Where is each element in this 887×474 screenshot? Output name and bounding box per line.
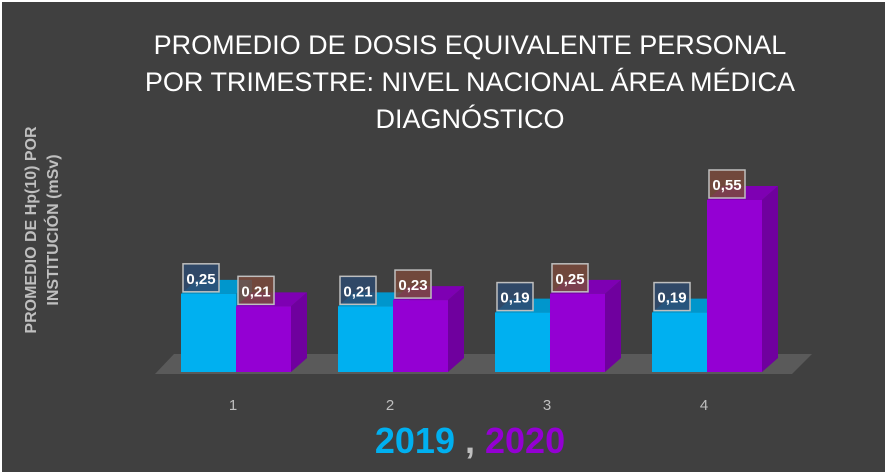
data-label-box — [551, 263, 589, 293]
bar-side-2020 — [291, 292, 307, 372]
x-tick-label: 4 — [700, 397, 708, 414]
data-label-box — [339, 275, 377, 306]
legend-entry: 2020 — [485, 420, 565, 461]
chart-title-line: POR TRIMESTRE: NIVEL NACIONAL ÁREA MÉDIC… — [145, 67, 795, 97]
bar-2020-q2 — [393, 300, 448, 372]
legend-entry: , — [455, 420, 485, 461]
chart-title-line: PROMEDIO DE DOSIS EQUIVALENTE PERSONAL — [154, 30, 787, 60]
data-label-box — [182, 263, 220, 293]
bar-2020-q4 — [707, 200, 762, 372]
bar-2019-q3 — [495, 312, 550, 372]
bar-2019-q2 — [338, 306, 393, 372]
data-label-box — [394, 269, 432, 299]
data-label-box — [653, 281, 691, 312]
data-label-box — [496, 281, 534, 312]
data-label: 0,21 — [241, 283, 270, 300]
x-tick-label: 3 — [543, 397, 551, 414]
x-tick-label: 2 — [386, 397, 394, 414]
data-label: 0,21 — [343, 283, 372, 300]
data-label-box — [237, 275, 275, 306]
bar-2020-q1 — [236, 306, 291, 372]
bar-2019-q4 — [652, 312, 707, 372]
data-label-box — [708, 169, 746, 199]
bar-side-2020 — [762, 186, 778, 372]
legend: 2019 , 2020 — [375, 420, 565, 461]
bar-side-2020 — [605, 279, 621, 372]
data-label: 0,19 — [500, 290, 529, 307]
legend-entry: 2019 — [375, 420, 455, 461]
data-label: 0,55 — [712, 177, 741, 194]
chart-floor — [155, 354, 812, 374]
y-axis-label-line: INSTITUCIÓN (mSv) — [43, 154, 62, 305]
bar-2019-q1 — [181, 293, 236, 372]
bar-side-2020 — [448, 286, 464, 372]
data-label: 0,19 — [657, 290, 686, 307]
data-label: 0,25 — [186, 271, 215, 288]
y-axis-label-line: PROMEDIO DE Hp(10) POR — [23, 126, 40, 334]
bar-2020-q3 — [550, 293, 605, 372]
x-tick-label: 1 — [229, 397, 237, 414]
data-label: 0,25 — [555, 271, 584, 288]
data-label: 0,23 — [398, 277, 427, 294]
chart-title-line: DIAGNÓSTICO — [375, 103, 564, 134]
